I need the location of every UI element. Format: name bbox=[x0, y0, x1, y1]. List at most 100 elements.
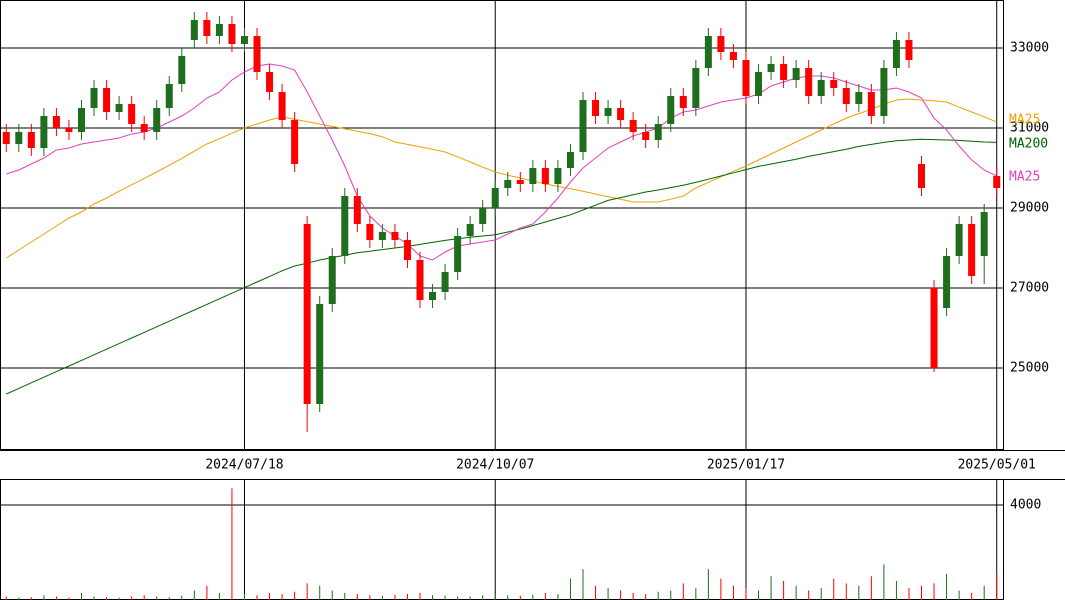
candle-body bbox=[930, 288, 938, 368]
volume-bar bbox=[93, 596, 95, 600]
volume-bar bbox=[507, 595, 509, 600]
volume-bar bbox=[30, 597, 32, 600]
volume-bar bbox=[168, 597, 170, 600]
volume-bar bbox=[457, 596, 459, 600]
candle-body bbox=[880, 68, 888, 116]
candle-body bbox=[253, 36, 261, 72]
candle-body bbox=[266, 72, 274, 92]
candle-body bbox=[391, 232, 399, 240]
volume-bar bbox=[682, 583, 684, 600]
volume-panel bbox=[0, 479, 1004, 600]
volume-bar bbox=[908, 588, 910, 600]
candle-body bbox=[240, 36, 248, 44]
candle-body bbox=[27, 132, 35, 148]
candle-body bbox=[403, 240, 411, 260]
volume-bar bbox=[181, 595, 183, 600]
legend-label: MA25 bbox=[1009, 113, 1040, 128]
volume-bar bbox=[808, 590, 810, 600]
candle-body bbox=[416, 260, 424, 300]
volume-bar bbox=[745, 588, 747, 600]
candle-body bbox=[103, 88, 111, 112]
volume-bar bbox=[331, 590, 333, 600]
candle-body bbox=[867, 92, 875, 116]
volume-bar bbox=[858, 585, 860, 600]
candle-body bbox=[203, 20, 211, 36]
candle-body bbox=[77, 108, 85, 132]
candle-body bbox=[366, 224, 374, 240]
volume-bar bbox=[55, 596, 57, 600]
volume-bar bbox=[231, 488, 233, 600]
candle-body bbox=[742, 60, 750, 96]
volume-bar bbox=[143, 595, 145, 600]
candle-body bbox=[215, 24, 223, 36]
volume-bar bbox=[720, 578, 722, 600]
price-panel bbox=[0, 0, 1004, 450]
volume-bar bbox=[895, 580, 897, 600]
volume-bar bbox=[632, 592, 634, 600]
volume-bar bbox=[758, 590, 760, 600]
y-tick-label: 31000 bbox=[1010, 121, 1049, 136]
volume-bar bbox=[131, 596, 133, 600]
candle-body bbox=[566, 152, 574, 168]
candle-body bbox=[692, 68, 700, 108]
legend-label: MA25 bbox=[1009, 170, 1040, 185]
volume-bar bbox=[921, 585, 923, 600]
volume-bar bbox=[582, 569, 584, 600]
volume-bar bbox=[557, 594, 559, 600]
candle-body bbox=[115, 104, 123, 112]
volume-bar bbox=[469, 596, 471, 600]
candle-body bbox=[654, 124, 662, 140]
candle-body bbox=[755, 72, 763, 96]
y-tick-label: 4000 bbox=[1010, 497, 1041, 512]
candle-body bbox=[541, 168, 549, 184]
volume-bar bbox=[845, 583, 847, 600]
candle-body bbox=[378, 232, 386, 240]
candle-body bbox=[918, 164, 926, 188]
volume-bar bbox=[18, 597, 20, 600]
volume-bar bbox=[269, 592, 271, 600]
candle-body bbox=[767, 64, 775, 72]
volume-bar bbox=[820, 588, 822, 600]
volume-bar bbox=[870, 576, 872, 600]
candle-body bbox=[905, 40, 913, 60]
y-tick-label: 25000 bbox=[1010, 361, 1049, 376]
volume-bar bbox=[971, 592, 973, 600]
candle-body bbox=[592, 100, 600, 116]
candle-body bbox=[955, 224, 963, 256]
candle-body bbox=[504, 180, 512, 188]
volume-bar bbox=[933, 583, 935, 600]
volume-bar bbox=[256, 595, 258, 600]
candle-body bbox=[529, 168, 537, 184]
candle-body bbox=[729, 52, 737, 60]
volume-bar bbox=[80, 592, 82, 600]
volume-bar bbox=[732, 585, 734, 600]
volume-bar bbox=[494, 594, 496, 600]
volume-bar bbox=[783, 580, 785, 600]
candle-body bbox=[2, 132, 10, 144]
x-tick-label: 2024/07/18 bbox=[205, 458, 283, 473]
volume-bar bbox=[243, 594, 245, 600]
candle-body bbox=[90, 88, 98, 108]
volume-bar bbox=[319, 585, 321, 600]
volume-bar bbox=[206, 585, 208, 600]
candle-body bbox=[178, 56, 186, 84]
volume-bar bbox=[883, 564, 885, 600]
volume-bar bbox=[620, 590, 622, 600]
candle-body bbox=[52, 116, 60, 128]
volume-bar bbox=[482, 595, 484, 600]
x-tick-label: 2025/05/01 bbox=[958, 458, 1036, 473]
volume-bar bbox=[607, 588, 609, 600]
candle-body bbox=[291, 120, 299, 164]
volume-bar bbox=[670, 590, 672, 600]
candle-body bbox=[943, 256, 951, 308]
candle-body bbox=[642, 132, 650, 140]
candle-body bbox=[554, 168, 562, 184]
volume-bar bbox=[419, 592, 421, 600]
volume-bar bbox=[306, 583, 308, 600]
x-tick-label: 2025/01/17 bbox=[707, 458, 785, 473]
volume-bar bbox=[369, 595, 371, 600]
legend-label: MA200 bbox=[1009, 137, 1048, 152]
candle-body bbox=[128, 104, 136, 124]
candle-body bbox=[479, 208, 487, 224]
volume-bar bbox=[344, 592, 346, 600]
